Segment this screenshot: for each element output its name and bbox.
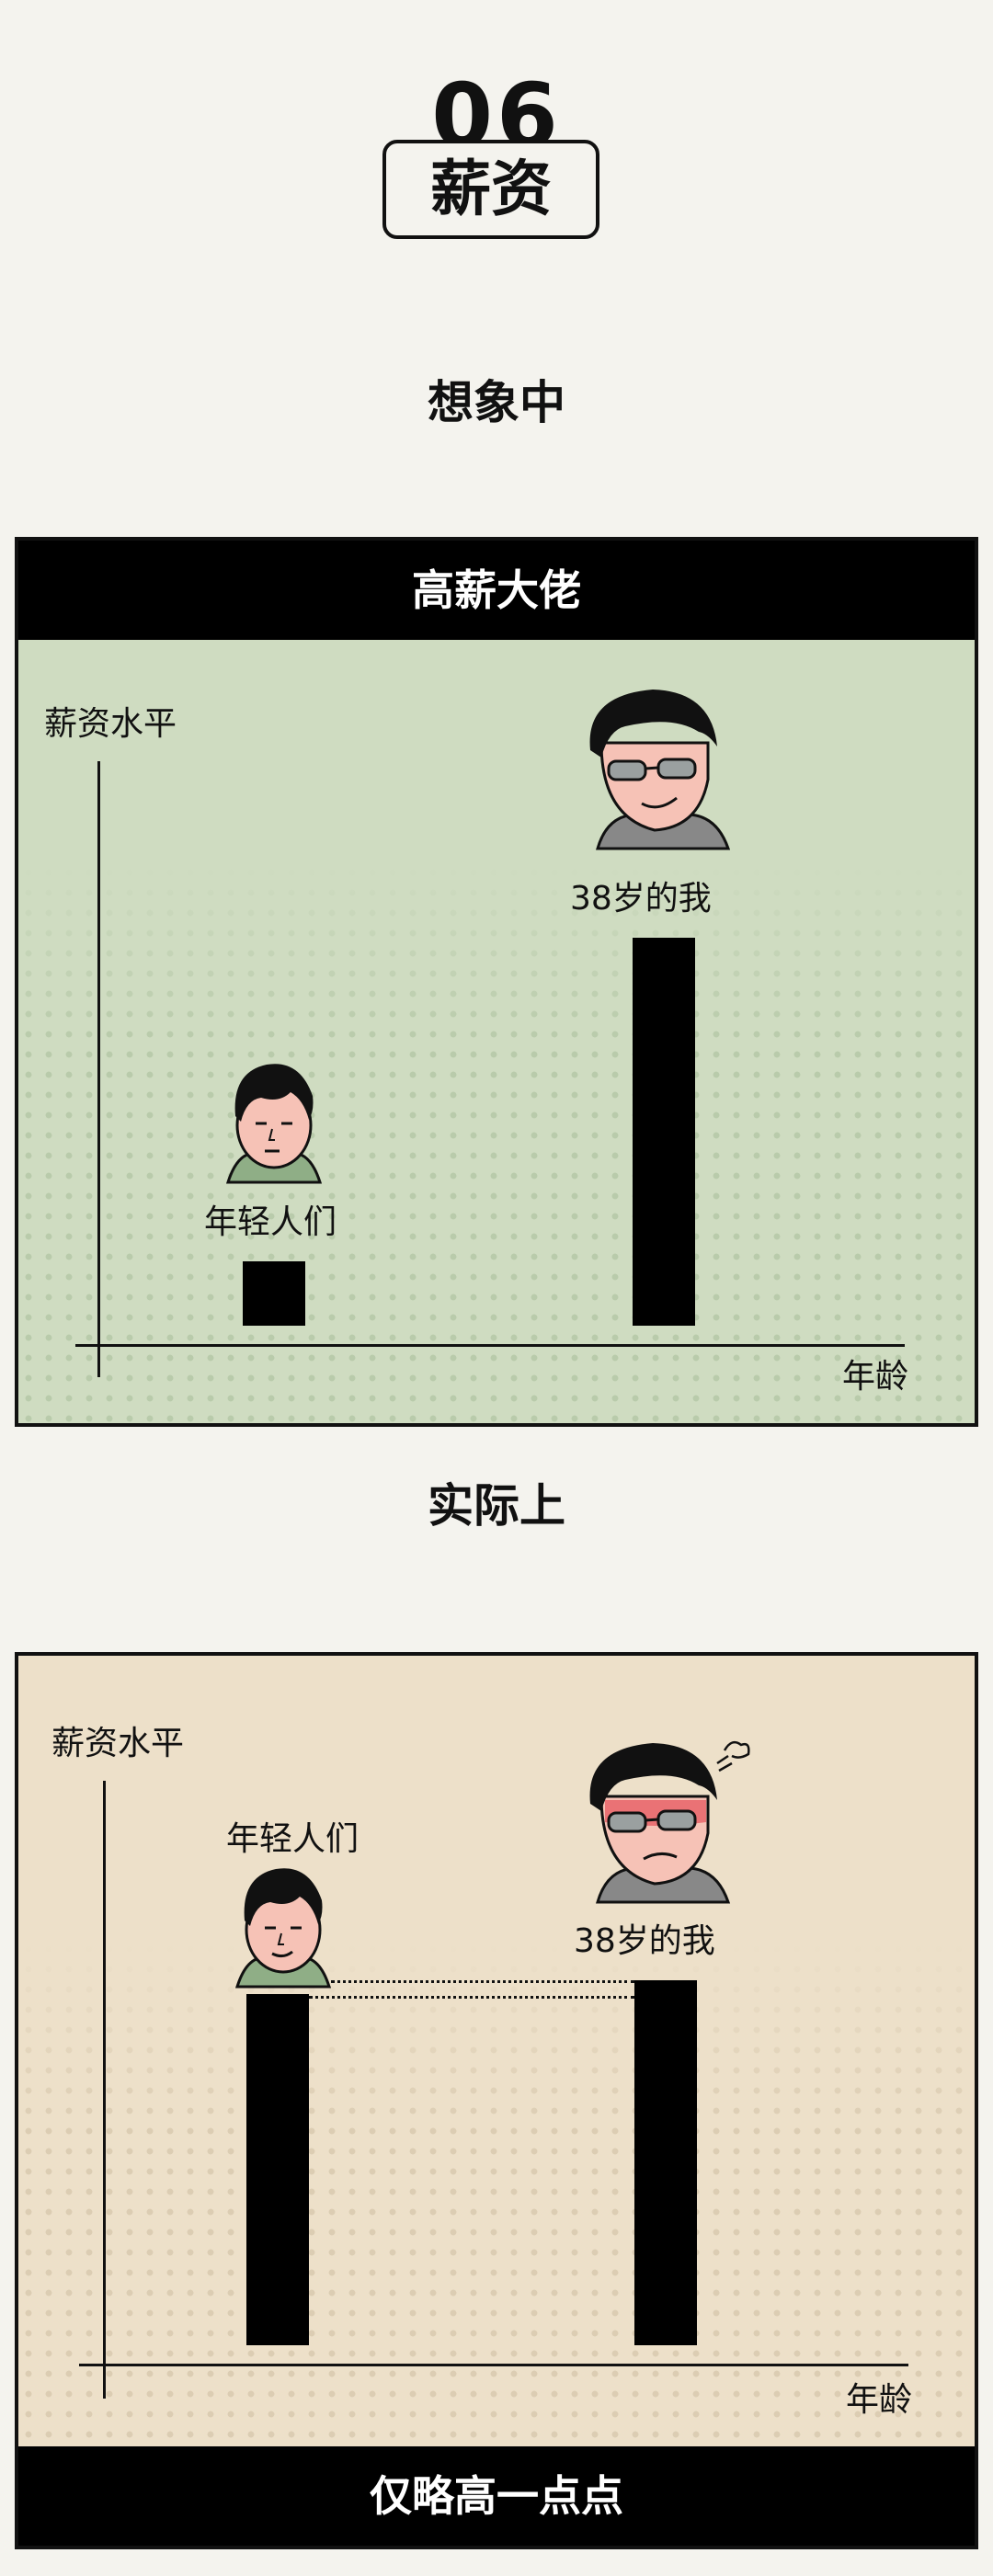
section-heading-reality: 实际上 [428, 1479, 565, 1533]
x-axis-label: 年龄 [846, 2381, 913, 2419]
y-axis [97, 761, 100, 1377]
section-heading-imagined: 想象中 [428, 376, 565, 429]
y-axis-label: 薪资水平 [44, 705, 177, 743]
panel-background [18, 1656, 975, 2546]
y-axis-label: 薪资水平 [51, 1725, 185, 1762]
bar-me-38 [634, 1980, 697, 2345]
young-person-face-icon [234, 1867, 332, 1989]
x-axis-label: 年龄 [842, 1358, 909, 1396]
me-38-proud-face-icon [589, 690, 731, 850]
bar-label-me-38: 38岁的我 [570, 880, 712, 918]
comparison-dotted-line [309, 1995, 634, 1999]
bar-label-me-38: 38岁的我 [574, 1922, 715, 1960]
bar-young-people [246, 1993, 309, 2345]
panel-background [18, 640, 975, 1423]
x-axis [75, 1344, 905, 1347]
panel-banner: 高薪大佬 [18, 541, 975, 640]
chart-panel-reality: 薪资水平 年龄 年轻人们 38岁的我 仅略高一点点 [15, 1652, 978, 2549]
bar-young-people [243, 1260, 305, 1326]
panel-banner: 仅略高一点点 [18, 2446, 975, 2546]
bar-label-young-people: 年轻人们 [204, 1203, 337, 1241]
y-axis [103, 1781, 106, 2399]
me-38-angry-face-icon [589, 1740, 750, 1904]
chart-panel-imagined: 高薪大佬 薪资水平 年龄 年轻人们 38岁的我 [15, 537, 978, 1427]
page-title: 薪资 [382, 140, 599, 239]
comparison-dotted-line-top [331, 1980, 634, 1983]
bar-label-young-people: 年轻人们 [226, 1820, 360, 1858]
young-person-face-icon [225, 1063, 323, 1184]
bar-me-38 [633, 938, 695, 1326]
x-axis [79, 2364, 908, 2366]
